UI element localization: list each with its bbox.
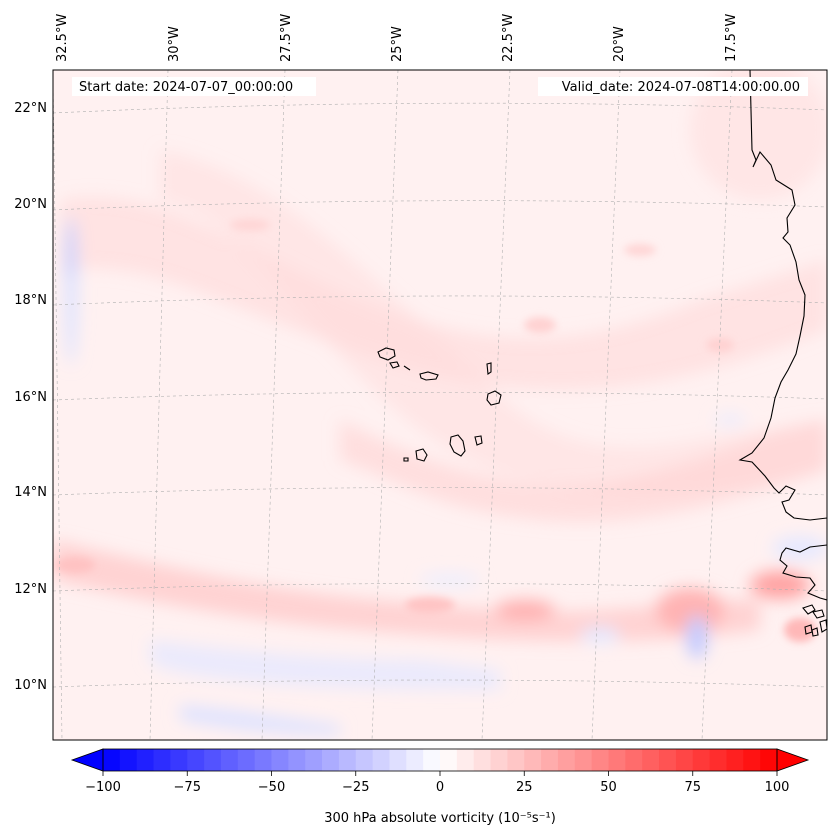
lat-label: 20°N: [14, 197, 47, 212]
lon-label: 27.5°W: [279, 14, 294, 62]
colorbar-tick-label: −25: [342, 780, 369, 795]
colorbar-cell: [760, 749, 778, 771]
colorbar-max-extend: [776, 748, 810, 772]
colorbar-cell: [692, 749, 711, 771]
colorbar-min-extend: [70, 748, 104, 772]
colorbar-cell: [288, 749, 306, 771]
colorbar-tick-label: −50: [258, 780, 285, 795]
latitude-labels: 22°N 20°N 18°N 16°N 14°N 12°N 10°N: [14, 101, 47, 693]
start-date-label: Start date: 2024-07-07_00:00:00: [79, 80, 293, 95]
cape-verde-islands: [377, 347, 502, 462]
colorbar-cell: [642, 749, 660, 771]
colorbar-tick-label: −75: [174, 780, 201, 795]
lat-label: 22°N: [14, 101, 47, 116]
colorbar-cell: [389, 749, 407, 771]
colorbar-tick-label: 100: [765, 780, 790, 795]
colorbar-cell: [507, 749, 525, 771]
colorbar-cell: [726, 749, 744, 771]
colorbar-cell: [524, 749, 542, 771]
colorbar-cell: [204, 749, 222, 771]
colorbar-tick-label: 50: [600, 780, 617, 795]
colorbar-cell: [659, 749, 677, 771]
colorbar-cell: [591, 749, 610, 771]
map-frame: [52, 69, 828, 741]
colorbar-cell: [372, 749, 391, 771]
colorbar-cell: [254, 749, 273, 771]
colorbar-cell: [271, 749, 289, 771]
colorbar-cell: [322, 749, 340, 771]
colorbar-cell: [541, 749, 559, 771]
lat-label: 16°N: [14, 390, 47, 405]
lon-label: 22.5°W: [501, 14, 516, 62]
colorbar-cell: [490, 749, 508, 771]
lat-label: 12°N: [14, 582, 47, 597]
colorbar-cell: [355, 749, 374, 771]
colorbar-cell: [456, 749, 475, 771]
colorbar-cell: [473, 749, 492, 771]
lon-label: 20°W: [612, 26, 627, 62]
vorticity-field: [53, 70, 827, 740]
valid-date-label: Valid_date: 2024-07-08T14:00:00.00: [562, 80, 800, 95]
lon-label: 32.5°W: [55, 14, 70, 62]
colorbar-cell: [406, 749, 424, 771]
colorbar: −100 −75 −50 −25 0 25 50 75 100 300 hPa absolute…: [70, 748, 810, 826]
colorbar-cell: [119, 749, 138, 771]
colorbar-cell: [709, 749, 728, 771]
colorbar-cell: [743, 749, 761, 771]
colorbar-cell: [153, 749, 171, 771]
colorbar-label: 300 hPa absolute vorticity (10⁻⁵s⁻¹): [324, 811, 556, 826]
colorbar-cell: [170, 749, 188, 771]
colorbar-cell: [305, 749, 323, 771]
colorbar-tick-label: 25: [516, 780, 533, 795]
colorbar-cell: [423, 749, 441, 771]
african-coastline: [738, 70, 827, 637]
colorbar-cell: [103, 749, 121, 771]
colorbar-cell: [237, 749, 256, 771]
graticule: [53, 70, 827, 740]
colorbar-cell: [557, 749, 576, 771]
valid-date-box: [538, 77, 808, 96]
start-date-box: [72, 77, 316, 96]
colorbar-cell: [608, 749, 626, 771]
colorbar-cell: [136, 749, 155, 771]
colorbar-tick-label: 75: [684, 780, 701, 795]
colorbar-tick-label: −100: [85, 780, 121, 795]
colorbar-ticks: −100 −75 −50 −25 0 25 50 75 100: [85, 771, 789, 795]
lat-label: 14°N: [14, 485, 47, 500]
colorbar-cell: [338, 749, 357, 771]
colorbar-cell: [675, 749, 694, 771]
colorbar-cell: [625, 749, 643, 771]
lon-label: 25°W: [390, 26, 405, 62]
vorticity-detail: [55, 219, 816, 642]
colorbar-cell: [187, 749, 205, 771]
vorticity-shading: [53, 70, 827, 735]
lat-label: 10°N: [14, 678, 47, 693]
colorbar-cell: [574, 749, 593, 771]
lat-label: 18°N: [14, 293, 47, 308]
colorbar-cell: [440, 749, 458, 771]
lon-label: 30°W: [167, 26, 182, 62]
colorbar-cell: [220, 749, 239, 771]
colorbar-tick-label: 0: [436, 780, 444, 795]
colorbar-cells: [103, 749, 778, 771]
lon-label: 17.5°W: [724, 14, 739, 62]
map-panel: Start date: 2024-07-07_00:00:00 Valid_da…: [52, 69, 828, 741]
longitude-labels: 32.5°W 30°W 27.5°W 25°W 22.5°W 20°W 17.5…: [55, 14, 739, 62]
